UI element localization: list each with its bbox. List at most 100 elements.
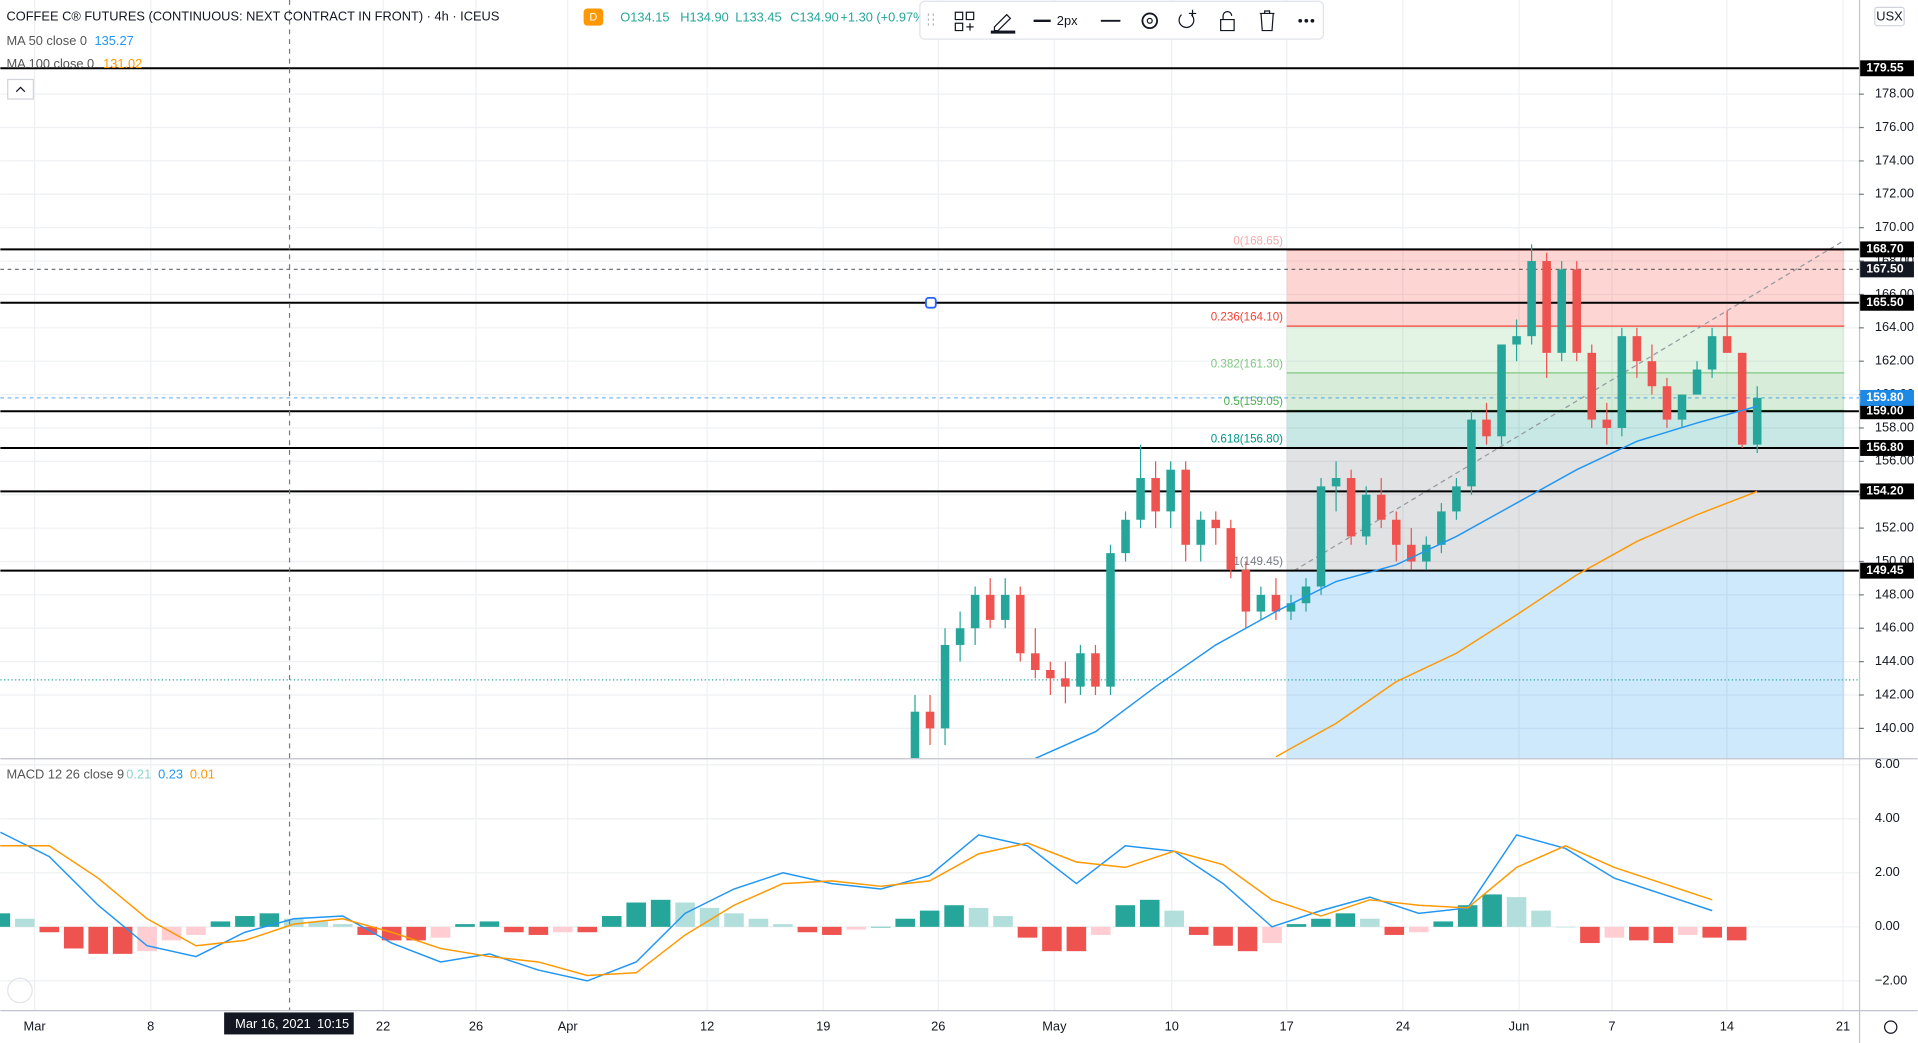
price-tick-label: 140.00 xyxy=(1875,720,1914,735)
fib-zone xyxy=(1286,410,1845,448)
candle-body xyxy=(1106,553,1115,687)
price-marker-label: 167.50 xyxy=(1866,262,1904,276)
level-label: 156.80 xyxy=(1866,440,1904,454)
level-label: 165.50 xyxy=(1866,295,1904,309)
macd-histogram-bar xyxy=(1408,926,1429,933)
time-label: 8 xyxy=(147,1018,154,1033)
collapse-button[interactable] xyxy=(7,78,34,100)
macd-histogram-bar xyxy=(406,926,426,941)
fib-trend xyxy=(1293,239,1845,572)
macd-histogram-bar xyxy=(1042,926,1062,952)
ohlc-high: H134.90 xyxy=(680,10,729,25)
candle-body xyxy=(1602,419,1612,428)
candle-body xyxy=(970,594,980,629)
macd-histogram-bar xyxy=(1726,926,1747,941)
ma50-line xyxy=(1035,405,1758,759)
settings-gear[interactable] xyxy=(1884,1020,1898,1034)
candle-body xyxy=(955,628,965,645)
time-label: 24 xyxy=(1396,1018,1410,1033)
macd-histogram-bar xyxy=(1653,926,1674,944)
time-label: 10 xyxy=(1165,1018,1179,1033)
collapse-icon xyxy=(15,86,26,93)
candle-body xyxy=(1422,544,1431,562)
settings-icon[interactable] xyxy=(1141,12,1159,30)
price-tick-label: 144.00 xyxy=(1875,653,1914,668)
ma100-label[interactable]: MA 100 close 0 xyxy=(6,56,94,71)
candle-body xyxy=(1617,336,1627,428)
ma50-value: 135.27 xyxy=(95,33,134,48)
price-tick-label: 164.00 xyxy=(1875,319,1914,334)
macd-tick-label: 6.00 xyxy=(1875,756,1900,771)
candle-body xyxy=(1722,336,1732,353)
level-label-box xyxy=(1860,60,1914,77)
candle-body xyxy=(1512,336,1521,345)
macd-hist-value: 0.21 xyxy=(126,767,151,782)
macd-histogram-bar xyxy=(112,926,133,954)
candle-body xyxy=(1557,269,1566,353)
time-label: May xyxy=(1042,1018,1067,1033)
macd-histogram-bar xyxy=(430,926,451,938)
templates-icon[interactable] xyxy=(954,11,975,32)
candle-body xyxy=(1737,352,1747,445)
currency-box[interactable] xyxy=(1874,6,1905,27)
macd-histogram-bar xyxy=(1531,910,1551,927)
candle-body xyxy=(1677,394,1687,420)
level-label-box xyxy=(1860,562,1914,579)
level-label-box xyxy=(1860,294,1914,311)
macd-histogram-bar xyxy=(235,916,255,927)
time-label: Jun xyxy=(1509,1018,1530,1033)
candle-body xyxy=(1151,478,1160,512)
macd-histogram-bar xyxy=(88,926,108,954)
macd-histogram-bar xyxy=(626,902,646,927)
macd-histogram-bar xyxy=(284,918,304,927)
price-marker-box xyxy=(1860,389,1914,406)
crosshair-date-box xyxy=(224,1012,354,1035)
drag-handle[interactable] xyxy=(927,13,934,29)
price-marker-box xyxy=(1860,261,1914,278)
time-label: Mar xyxy=(24,1018,47,1033)
delete-icon[interactable] xyxy=(1259,10,1275,32)
macd-histogram-bar xyxy=(0,913,11,927)
macd-histogram-bar xyxy=(39,926,60,933)
width-label[interactable]: 2px xyxy=(1057,13,1078,28)
toolbar-box xyxy=(919,0,1324,40)
time-label: Apr xyxy=(558,1018,579,1033)
macd-histogram-bar xyxy=(1384,926,1405,935)
candle-body xyxy=(1391,519,1401,545)
macd-histogram-bar xyxy=(895,918,915,927)
alert-icon[interactable] xyxy=(1178,9,1197,29)
time-label: 12 xyxy=(700,1018,714,1033)
macd-histogram-bar xyxy=(1017,926,1038,938)
candle-body xyxy=(1331,478,1341,487)
price-tick-label: 174.00 xyxy=(1875,152,1914,167)
candle-body xyxy=(1000,594,1010,620)
candle-body xyxy=(1091,653,1100,687)
level-label-box xyxy=(1860,440,1914,456)
candle-body xyxy=(1527,261,1536,337)
scroll-button[interactable] xyxy=(7,977,33,1004)
fib-label: 0(168.65) xyxy=(1233,235,1283,248)
macd-label[interactable]: MACD 12 26 close 9 xyxy=(6,767,124,782)
ma50-label[interactable]: MA 50 close 0 xyxy=(6,33,87,48)
macd-histogram-bar xyxy=(528,926,549,935)
time-label: 7 xyxy=(1608,1018,1615,1033)
candle-body xyxy=(1136,478,1145,520)
color-icon[interactable] xyxy=(993,13,1012,32)
macd-histogram-bar xyxy=(1555,926,1576,928)
lock-icon[interactable] xyxy=(1220,11,1235,32)
candle-body xyxy=(1316,486,1326,587)
price-tick-label: 142.00 xyxy=(1875,686,1914,701)
macd-histogram-bar xyxy=(504,926,524,933)
plot xyxy=(0,67,1859,982)
macd-tick-label: −2.00 xyxy=(1875,972,1907,987)
macd-histogram-bar xyxy=(1482,894,1502,927)
macd-histogram-bar xyxy=(797,926,818,933)
macd-histogram-bar xyxy=(1188,926,1209,935)
candle-body xyxy=(1196,519,1206,545)
macd-histogram-bar xyxy=(1702,926,1722,938)
time-label: 19 xyxy=(816,1018,830,1033)
time-label: 22 xyxy=(376,1018,390,1033)
macd-histogram-bar xyxy=(1262,926,1282,944)
macd-histogram-bar xyxy=(1677,926,1698,935)
price-tick-label: 162.00 xyxy=(1875,353,1914,368)
